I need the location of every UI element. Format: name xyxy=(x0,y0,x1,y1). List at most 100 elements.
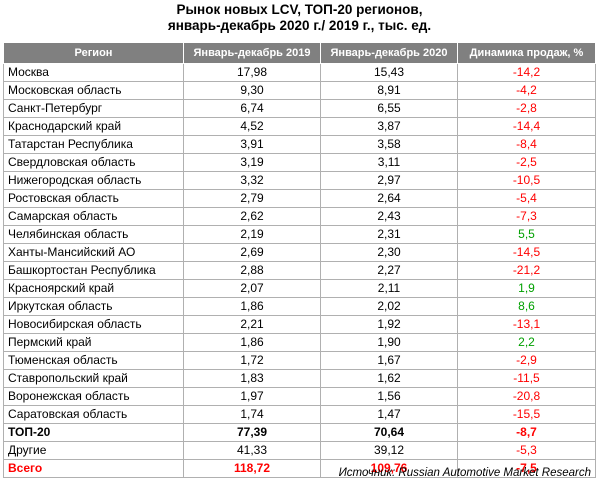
table-row: Иркутская область 1,86 2,02 8,6 xyxy=(3,297,596,316)
cell-region: Челябинская область xyxy=(3,225,184,244)
cell-2020: 2,43 xyxy=(320,207,458,226)
cell-2019: 9,30 xyxy=(183,81,321,100)
cell-dynamics: -2,8 xyxy=(457,99,596,118)
table-row: Санкт-Петербург 6,74 6,55 -2,8 xyxy=(3,99,596,118)
cell-2019: 17,98 xyxy=(183,63,321,82)
cell-region: Тюменская область xyxy=(3,351,184,370)
cell-dynamics: 1,9 xyxy=(457,279,596,298)
cell-2019: 2,88 xyxy=(183,261,321,280)
cell-2020: 2,27 xyxy=(320,261,458,280)
table-row: Татарстан Республика 3,91 3,58 -8,4 xyxy=(3,135,596,154)
cell-dynamics: -7,5 xyxy=(457,459,596,478)
cell-2020: 3,11 xyxy=(320,153,458,172)
cell-2020: 39,12 xyxy=(320,441,458,460)
cell-dynamics: -5,3 xyxy=(457,441,596,460)
table-row: Нижегородская область 3,32 2,97 -10,5 xyxy=(3,171,596,190)
cell-2019: 41,33 xyxy=(183,441,321,460)
cell-region: Ставропольский край xyxy=(3,369,184,388)
table-row: Другие 41,33 39,12 -5,3 xyxy=(3,441,596,460)
table-row: Тюменская область 1,72 1,67 -2,9 xyxy=(3,351,596,370)
table-row: Самарская область 2,62 2,43 -7,3 xyxy=(3,207,596,226)
cell-region: Башкортостан Республика xyxy=(3,261,184,280)
cell-2019: 77,39 xyxy=(183,423,321,442)
cell-2019: 3,19 xyxy=(183,153,321,172)
cell-region: Свердловская область xyxy=(3,153,184,172)
table-row: Ростовская область 2,79 2,64 -5,4 xyxy=(3,189,596,208)
table-row: Челябинская область 2,19 2,31 5,5 xyxy=(3,225,596,244)
cell-2020: 8,91 xyxy=(320,81,458,100)
cell-2020: 2,97 xyxy=(320,171,458,190)
table-row: Башкортостан Республика 2,88 2,27 -21,2 xyxy=(3,261,596,280)
regions-table: Регион Январь-декабрь 2019 Январь-декабр… xyxy=(3,42,596,478)
header-2020: Январь-декабрь 2020 xyxy=(320,42,458,64)
cell-dynamics: -10,5 xyxy=(457,171,596,190)
cell-2020: 1,62 xyxy=(320,369,458,388)
cell-dynamics: 2,2 xyxy=(457,333,596,352)
cell-2020: 1,92 xyxy=(320,315,458,334)
source-note: Источник: Russian Automotive Market Rese… xyxy=(339,467,591,479)
table-row: Красноярский край 2,07 2,11 1,9 xyxy=(3,279,596,298)
cell-2019: 2,62 xyxy=(183,207,321,226)
cell-dynamics: -8,4 xyxy=(457,135,596,154)
cell-2019: 1,86 xyxy=(183,297,321,316)
cell-2020: 1,90 xyxy=(320,333,458,352)
report-title: Рынок новых LCV, ТОП-20 регионов, январь… xyxy=(0,2,599,34)
cell-dynamics: -5,4 xyxy=(457,189,596,208)
cell-2020: 1,67 xyxy=(320,351,458,370)
cell-2020: 15,43 xyxy=(320,63,458,82)
cell-dynamics: 8,6 xyxy=(457,297,596,316)
cell-dynamics: -2,5 xyxy=(457,153,596,172)
table-row: Новосибирская область 2,21 1,92 -13,1 xyxy=(3,315,596,334)
cell-2019: 1,72 xyxy=(183,351,321,370)
cell-region: Красноярский край xyxy=(3,279,184,298)
cell-2019: 4,52 xyxy=(183,117,321,136)
cell-2019: 118,72 xyxy=(183,459,321,478)
cell-region: Новосибирская область xyxy=(3,315,184,334)
cell-dynamics: 5,5 xyxy=(457,225,596,244)
cell-2019: 1,97 xyxy=(183,387,321,406)
table-row: Пермский край 1,86 1,90 2,2 xyxy=(3,333,596,352)
title-line-2: январь-декабрь 2020 г./ 2019 г., тыс. ед… xyxy=(167,18,432,33)
table-row: Всего 118,72 109,76 -7,5 xyxy=(3,459,596,478)
source-label: Источник: xyxy=(338,467,396,479)
cell-dynamics: -4,2 xyxy=(457,81,596,100)
cell-2019: 6,74 xyxy=(183,99,321,118)
cell-dynamics: -14,4 xyxy=(457,117,596,136)
cell-region: ТОП-20 xyxy=(3,423,184,442)
cell-2020: 3,58 xyxy=(320,135,458,154)
cell-region: Ханты-Мансийский АО xyxy=(3,243,184,262)
cell-region: Иркутская область xyxy=(3,297,184,316)
cell-region: Самарская область xyxy=(3,207,184,226)
cell-2019: 3,91 xyxy=(183,135,321,154)
cell-2019: 2,79 xyxy=(183,189,321,208)
cell-2019: 2,07 xyxy=(183,279,321,298)
cell-2020: 2,02 xyxy=(320,297,458,316)
cell-region: Краснодарский край xyxy=(3,117,184,136)
cell-dynamics: -14,2 xyxy=(457,63,596,82)
cell-dynamics: -11,5 xyxy=(457,369,596,388)
cell-dynamics: -8,7 xyxy=(457,423,596,442)
cell-2019: 3,32 xyxy=(183,171,321,190)
cell-2020: 2,31 xyxy=(320,225,458,244)
table-row: Саратовская область 1,74 1,47 -15,5 xyxy=(3,405,596,424)
cell-region: Другие xyxy=(3,441,184,460)
cell-2020: 3,87 xyxy=(320,117,458,136)
header-region: Регион xyxy=(3,42,184,64)
cell-2019: 2,69 xyxy=(183,243,321,262)
cell-2020: 1,56 xyxy=(320,387,458,406)
cell-dynamics: -20,8 xyxy=(457,387,596,406)
source-text: Russian Automotive Market Research xyxy=(398,467,591,479)
cell-dynamics: -14,5 xyxy=(457,243,596,262)
header-dynamics: Динамика продаж, % xyxy=(457,42,596,64)
cell-dynamics: -15,5 xyxy=(457,405,596,424)
table-row: Ставропольский край 1,83 1,62 -11,5 xyxy=(3,369,596,388)
cell-2019: 1,83 xyxy=(183,369,321,388)
cell-2020: 70,64 xyxy=(320,423,458,442)
cell-region: Нижегородская область xyxy=(3,171,184,190)
table-row: Свердловская область 3,19 3,11 -2,5 xyxy=(3,153,596,172)
cell-dynamics: -13,1 xyxy=(457,315,596,334)
cell-region: Татарстан Республика xyxy=(3,135,184,154)
table-row: Москва 17,98 15,43 -14,2 xyxy=(3,63,596,82)
header-row: Регион Январь-декабрь 2019 Январь-декабр… xyxy=(3,42,596,64)
cell-2020: 2,64 xyxy=(320,189,458,208)
